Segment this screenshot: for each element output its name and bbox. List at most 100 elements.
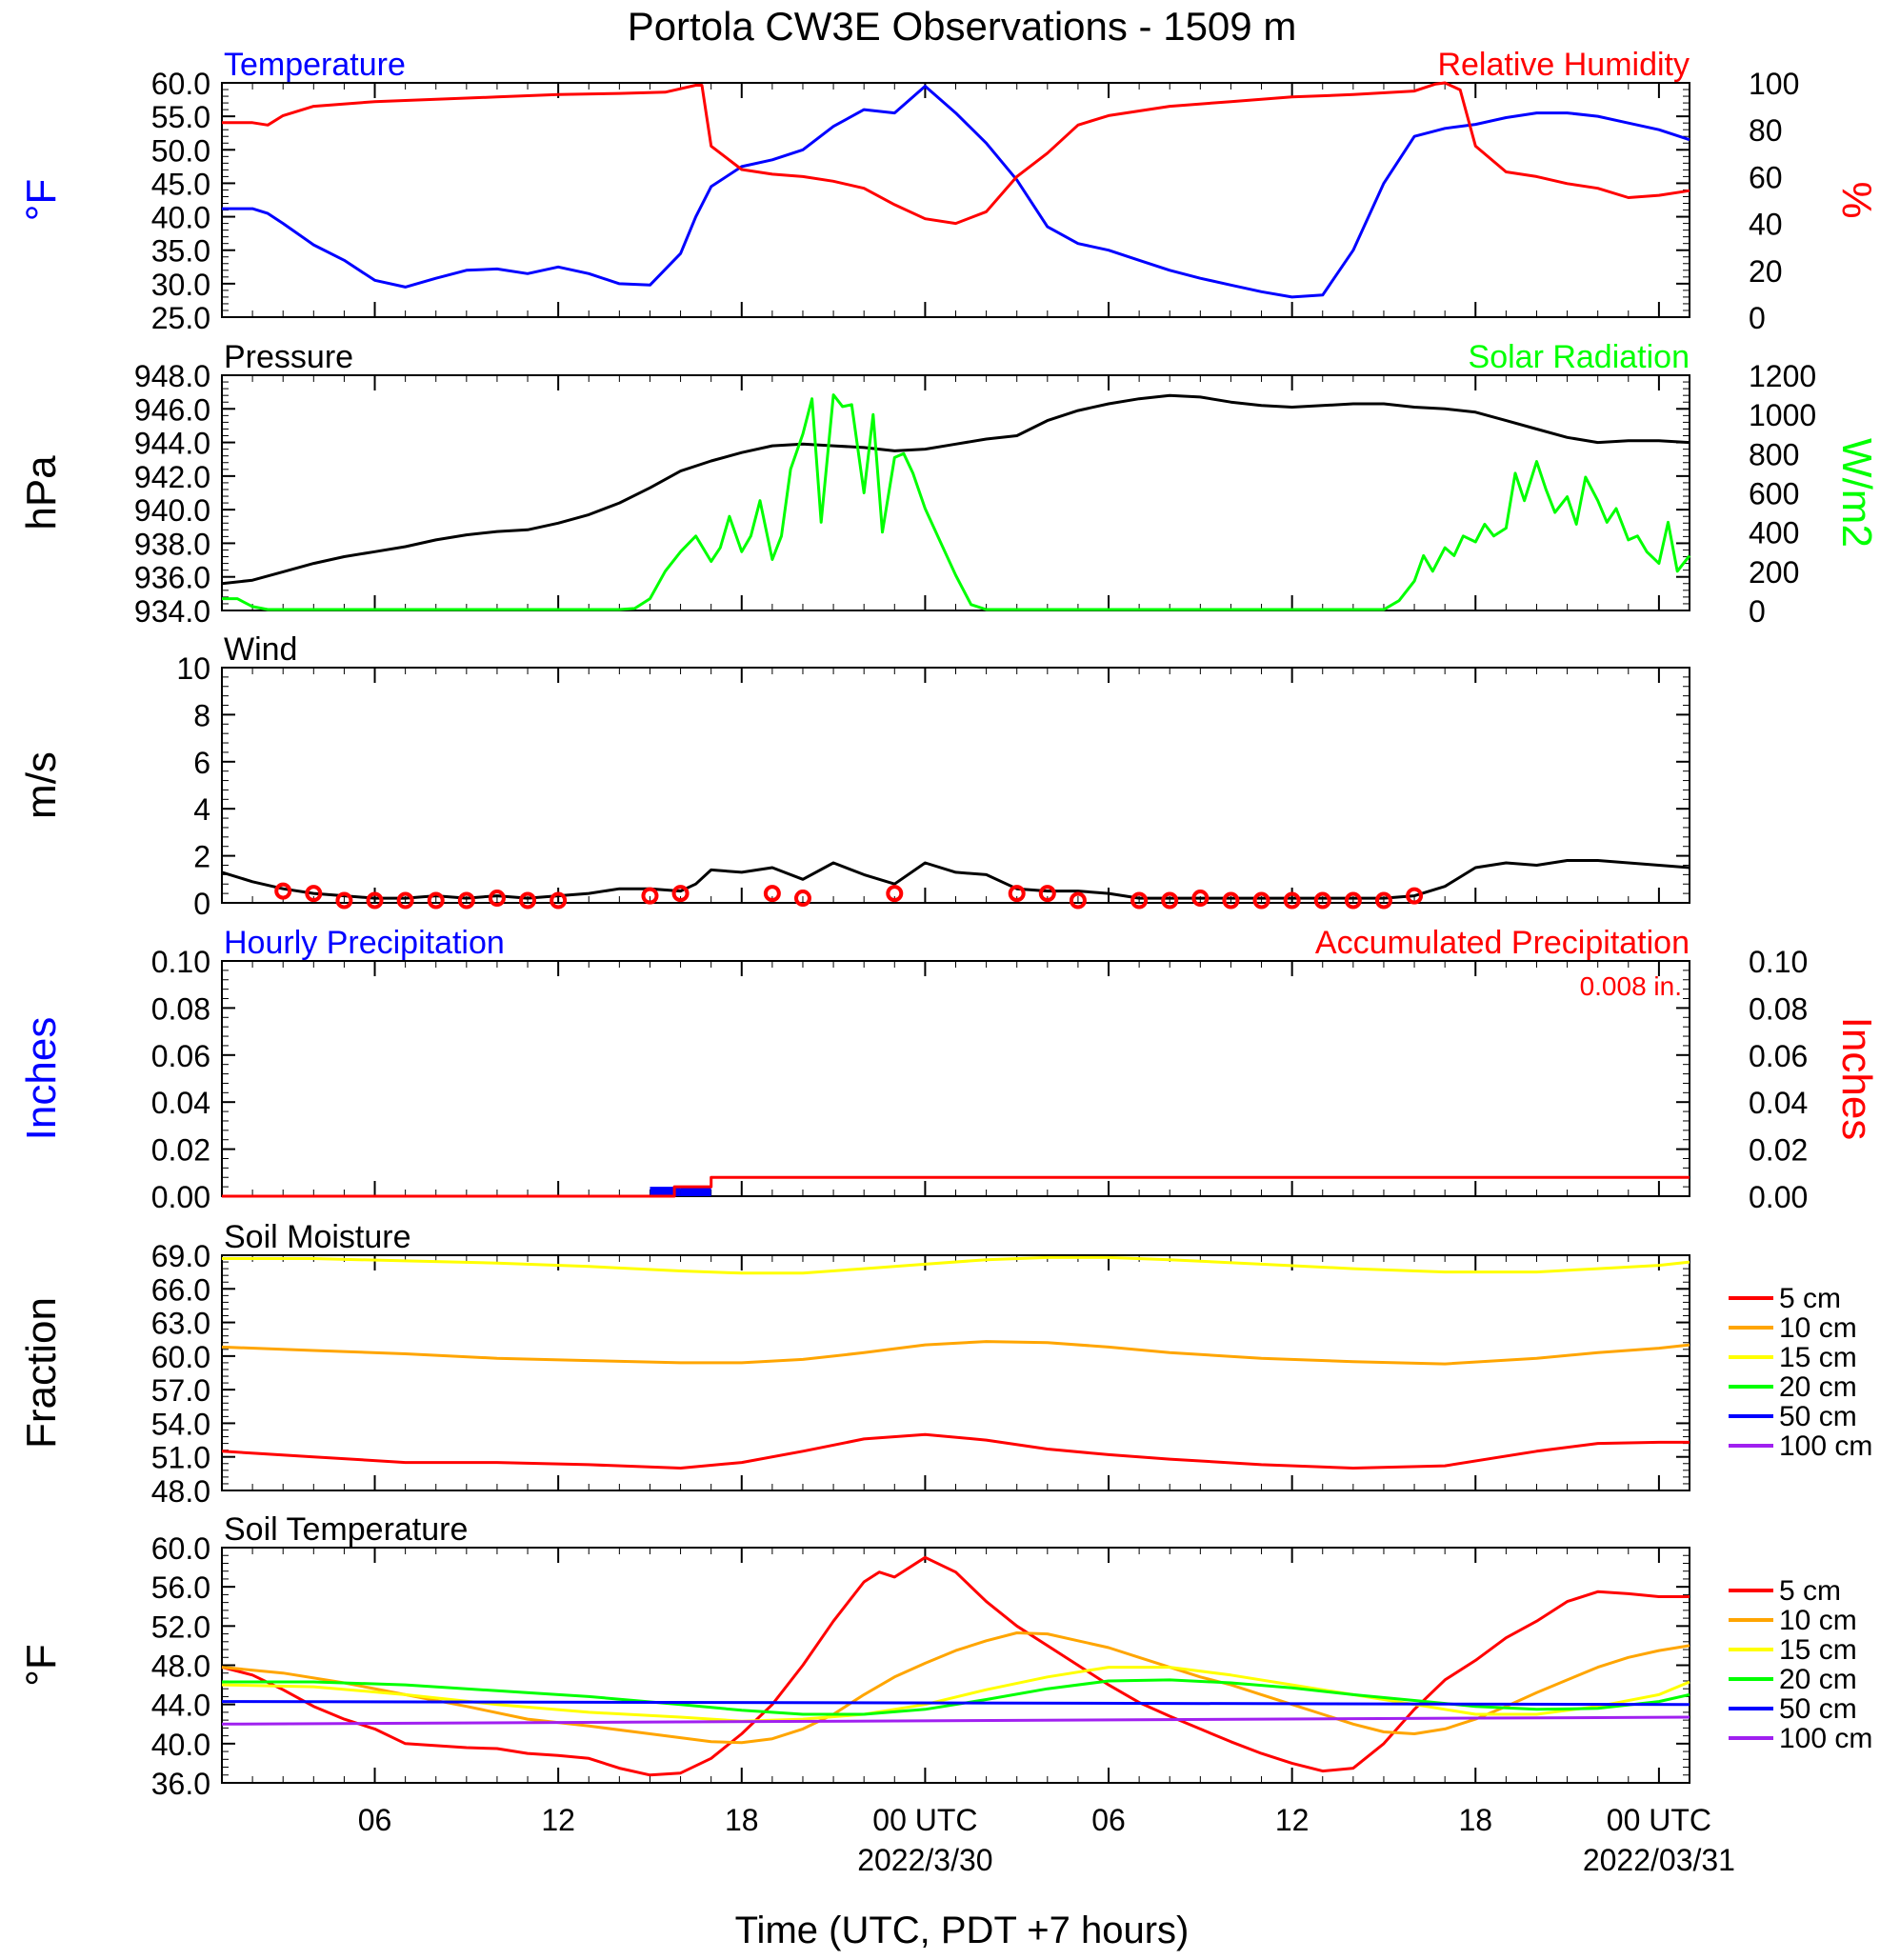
y-axis-right-title: Inches xyxy=(1833,1017,1880,1141)
y-tick-label: 60.0 xyxy=(151,1340,210,1374)
y-tick-label: 10 xyxy=(176,651,210,686)
wind-barb-marker xyxy=(1069,891,1087,910)
y-right-tick-label: 200 xyxy=(1749,555,1799,590)
y-tick-label: 48.0 xyxy=(151,1650,210,1684)
y-tick-label: 57.0 xyxy=(151,1373,210,1408)
panel-soil-temperature: 60.0 56.0 52.0 48.0 44.0 40.0 36.0 °F Soil Tempe… xyxy=(18,1511,1872,1801)
wind-barb-marker xyxy=(1344,891,1362,910)
y-right-tick-label: 80 xyxy=(1749,113,1783,148)
plot-frame xyxy=(221,82,1690,318)
wind-barb-marker xyxy=(488,890,506,908)
series-line xyxy=(221,1666,1690,1723)
y-right-tick-label: 0.10 xyxy=(1749,945,1808,979)
series-line xyxy=(221,1555,1690,1777)
series-line xyxy=(221,1340,1690,1366)
legend-label: 20 cm xyxy=(1779,1664,1857,1695)
legend-label: 5 cm xyxy=(1779,1283,1841,1314)
wind-barb-marker xyxy=(1374,891,1392,910)
y-tick-label: 0 xyxy=(193,887,210,921)
x-axis-label: Time (UTC, PDT +7 hours) xyxy=(735,1910,1190,1951)
y-tick-label: 934.0 xyxy=(134,594,210,629)
series-line xyxy=(222,81,1690,226)
precip-bar xyxy=(650,1187,681,1196)
y-tick-label: 936.0 xyxy=(134,561,210,595)
wind-barb-marker xyxy=(886,885,904,903)
y-right-tick-label: 40 xyxy=(1749,208,1783,242)
series-line xyxy=(222,393,1691,611)
legend-label: 15 cm xyxy=(1779,1342,1857,1373)
plot-frame xyxy=(221,1254,1690,1491)
y-right-tick-label: 0 xyxy=(1749,594,1766,629)
wind-barb-marker xyxy=(519,891,537,910)
y-axis-title: Inches xyxy=(18,1017,65,1141)
y-axis-title: m/s xyxy=(18,751,65,819)
precip-bar xyxy=(680,1187,711,1196)
wind-barb-marker xyxy=(305,885,323,903)
x-tick-label: 00 UTC xyxy=(872,1803,977,1837)
y-right-tick-label: 0.02 xyxy=(1749,1133,1808,1168)
wind-barb-marker xyxy=(274,882,292,900)
panel-left-title: Hourly Precipitation xyxy=(224,925,505,961)
y-tick-label: 30.0 xyxy=(151,268,210,302)
x-tick-label: 12 xyxy=(541,1803,575,1837)
y-right-tick-label: 0.08 xyxy=(1749,991,1808,1026)
legend-label: 100 cm xyxy=(1779,1430,1872,1462)
legend-label: 10 cm xyxy=(1779,1312,1857,1344)
series-line xyxy=(221,859,1690,900)
series-line xyxy=(221,1700,1690,1707)
wind-barb-marker xyxy=(1406,887,1424,905)
panel-right-title: Solar Radiation xyxy=(1469,339,1690,375)
series-line xyxy=(222,1678,1690,1716)
plot-frame xyxy=(221,960,1690,1197)
y-tick-label: 0.04 xyxy=(151,1086,210,1120)
legend-label: 100 cm xyxy=(1779,1723,1872,1754)
y-axis-title: hPa xyxy=(18,455,65,530)
wind-barb-marker xyxy=(1161,891,1179,910)
wind-barb-marker xyxy=(793,890,811,908)
y-tick-label: 36.0 xyxy=(151,1767,210,1801)
y-tick-label: 942.0 xyxy=(134,460,210,494)
y-right-tick-label: 0.00 xyxy=(1749,1180,1808,1214)
y-right-tick-label: 400 xyxy=(1749,516,1799,550)
panel-right-title: Accumulated Precipitation xyxy=(1315,925,1690,961)
y-tick-label: 2 xyxy=(193,840,210,874)
panel-soil-moisture: 69.066.063.060.057.054.051.048.0 Fraction… xyxy=(18,1219,1872,1509)
panel-left-title: Pressure xyxy=(224,339,353,375)
y-axis-right-title: W/m2 xyxy=(1833,438,1880,548)
x-tick-label: 12 xyxy=(1275,1803,1310,1837)
panel-left-title: Wind xyxy=(224,631,297,668)
series-line xyxy=(221,393,1690,586)
y-tick-label: 948.0 xyxy=(134,359,210,393)
wind-barb-marker xyxy=(1008,885,1026,903)
y-tick-label: 69.0 xyxy=(151,1239,210,1273)
panel-left-title: Soil Moisture xyxy=(224,1219,411,1255)
y-tick-label: 52.0 xyxy=(151,1610,210,1644)
y-tick-label: 63.0 xyxy=(151,1307,210,1341)
y-tick-label: 940.0 xyxy=(134,493,210,528)
y-tick-label: 51.0 xyxy=(151,1441,210,1475)
wind-barb-marker xyxy=(641,887,659,905)
y-tick-label: 6 xyxy=(193,746,210,780)
wind-barb-marker xyxy=(396,891,414,910)
panel-right-title: Relative Humidity xyxy=(1437,47,1690,83)
legend-label: 50 cm xyxy=(1779,1401,1857,1432)
y-tick-label: 0.00 xyxy=(151,1180,210,1214)
y-tick-label: 50.0 xyxy=(151,133,210,168)
y-axis-right-title: % xyxy=(1833,181,1880,218)
y-right-tick-label: 0.04 xyxy=(1749,1086,1808,1120)
x-tick-label: 18 xyxy=(725,1803,759,1837)
series-line xyxy=(222,85,1690,299)
wind-barb-marker xyxy=(1283,891,1301,910)
x-tick-label: 00 UTC xyxy=(1607,1803,1711,1837)
y-axis-title: Fraction xyxy=(18,1297,65,1449)
y-axis-title: °F xyxy=(18,1644,65,1686)
y-tick-label: 40.0 xyxy=(151,1728,210,1762)
y-right-tick-label: 60 xyxy=(1749,160,1783,194)
y-right-tick-label: 0 xyxy=(1749,301,1766,335)
legend-label: 5 cm xyxy=(1779,1575,1841,1607)
wind-barb-marker xyxy=(1313,891,1331,910)
y-right-tick-label: 20 xyxy=(1749,254,1783,289)
y-tick-label: 944.0 xyxy=(134,427,210,461)
